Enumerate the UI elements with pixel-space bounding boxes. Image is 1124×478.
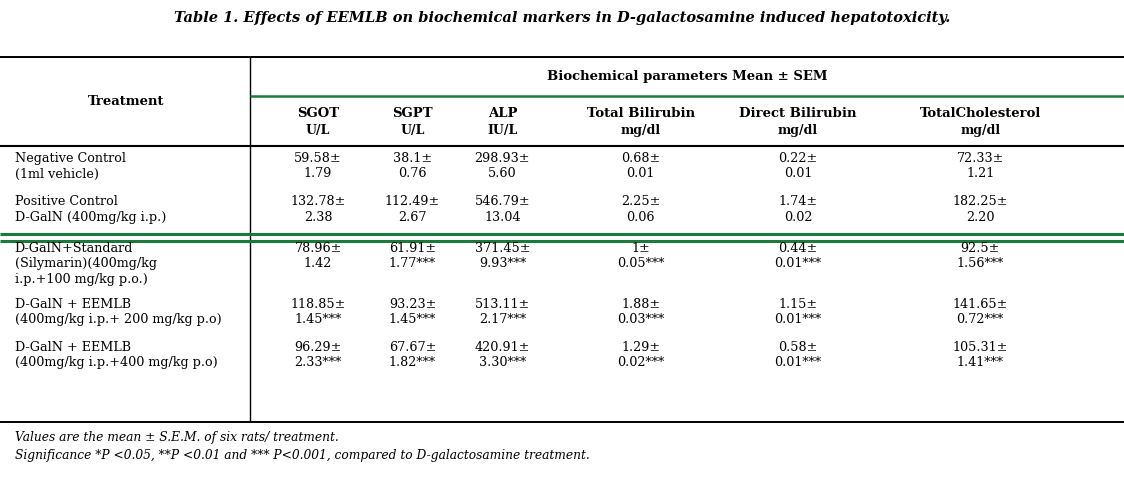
Text: 96.29±: 96.29± bbox=[294, 341, 342, 354]
Text: i.p.+100 mg/kg p.o.): i.p.+100 mg/kg p.o.) bbox=[15, 272, 147, 286]
Text: 0.44±: 0.44± bbox=[779, 242, 817, 255]
Text: 92.5±: 92.5± bbox=[960, 242, 1000, 255]
Text: 59.58±: 59.58± bbox=[294, 152, 342, 165]
Text: ALP: ALP bbox=[488, 107, 517, 120]
Text: 0.01***: 0.01*** bbox=[774, 313, 822, 326]
Text: (400mg/kg i.p.+400 mg/kg p.o): (400mg/kg i.p.+400 mg/kg p.o) bbox=[15, 356, 217, 369]
Text: Values are the mean ± S.E.M. of six rats/ treatment.: Values are the mean ± S.E.M. of six rats… bbox=[15, 431, 338, 444]
Text: 1.42: 1.42 bbox=[303, 257, 333, 271]
Text: 141.65±: 141.65± bbox=[952, 298, 1008, 311]
Text: D-GalN + EEMLB: D-GalN + EEMLB bbox=[15, 341, 130, 354]
Text: U/L: U/L bbox=[400, 124, 425, 138]
Text: IU/L: IU/L bbox=[488, 124, 517, 138]
Text: 1.82***: 1.82*** bbox=[389, 356, 436, 369]
Text: TotalCholesterol: TotalCholesterol bbox=[919, 107, 1041, 120]
Text: (400mg/kg i.p.+ 200 mg/kg p.o): (400mg/kg i.p.+ 200 mg/kg p.o) bbox=[15, 313, 221, 326]
Text: 112.49±: 112.49± bbox=[384, 195, 441, 208]
Text: 61.91±: 61.91± bbox=[389, 242, 436, 255]
Text: (Silymarin)(400mg/kg: (Silymarin)(400mg/kg bbox=[15, 257, 156, 271]
Text: 1.29±: 1.29± bbox=[622, 341, 660, 354]
Text: 5.60: 5.60 bbox=[488, 167, 517, 181]
Text: 1.45***: 1.45*** bbox=[389, 313, 436, 326]
Text: Biochemical parameters Mean ± SEM: Biochemical parameters Mean ± SEM bbox=[546, 70, 827, 83]
Text: 1.79: 1.79 bbox=[303, 167, 333, 181]
Text: 2.33***: 2.33*** bbox=[294, 356, 342, 369]
Text: 0.58±: 0.58± bbox=[778, 341, 818, 354]
Text: 0.01: 0.01 bbox=[626, 167, 655, 181]
Text: mg/dl: mg/dl bbox=[960, 124, 1000, 138]
Text: 298.93±: 298.93± bbox=[474, 152, 531, 165]
Text: 0.68±: 0.68± bbox=[622, 152, 660, 165]
Text: 67.67±: 67.67± bbox=[389, 341, 436, 354]
Text: Negative Control: Negative Control bbox=[15, 152, 126, 165]
Text: 1.41***: 1.41*** bbox=[957, 356, 1004, 369]
Text: 3.30***: 3.30*** bbox=[479, 356, 526, 369]
Text: mg/dl: mg/dl bbox=[778, 124, 818, 138]
Text: 105.31±: 105.31± bbox=[952, 341, 1008, 354]
Text: U/L: U/L bbox=[306, 124, 330, 138]
Text: 0.02: 0.02 bbox=[783, 210, 813, 224]
Text: D-GalN (400mg/kg i.p.): D-GalN (400mg/kg i.p.) bbox=[15, 210, 166, 224]
Text: Total Bilirubin: Total Bilirubin bbox=[587, 107, 695, 120]
Text: mg/dl: mg/dl bbox=[620, 124, 661, 138]
Text: 1.45***: 1.45*** bbox=[294, 313, 342, 326]
Text: 78.96±: 78.96± bbox=[294, 242, 342, 255]
Text: 132.78±: 132.78± bbox=[290, 195, 346, 208]
Text: 1.88±: 1.88± bbox=[622, 298, 660, 311]
Text: 2.38: 2.38 bbox=[303, 210, 333, 224]
Text: Significance *P <0.05, **P <0.01 and *** P<0.001, compared to D-galactosamine tr: Significance *P <0.05, **P <0.01 and ***… bbox=[15, 448, 589, 462]
Text: 0.02***: 0.02*** bbox=[617, 356, 664, 369]
Text: 546.79±: 546.79± bbox=[474, 195, 531, 208]
Text: 0.76: 0.76 bbox=[398, 167, 427, 181]
Text: 0.72***: 0.72*** bbox=[957, 313, 1004, 326]
Text: 2.20: 2.20 bbox=[966, 210, 995, 224]
Text: 0.03***: 0.03*** bbox=[617, 313, 664, 326]
Text: 420.91±: 420.91± bbox=[474, 341, 531, 354]
Text: SGOT: SGOT bbox=[297, 107, 339, 120]
Text: 2.25±: 2.25± bbox=[620, 195, 661, 208]
Text: Direct Bilirubin: Direct Bilirubin bbox=[740, 107, 856, 120]
Text: 1.21: 1.21 bbox=[966, 167, 995, 181]
Text: 1.74±: 1.74± bbox=[779, 195, 817, 208]
Text: 0.01: 0.01 bbox=[783, 167, 813, 181]
Text: Treatment: Treatment bbox=[88, 95, 164, 108]
Text: 38.1±: 38.1± bbox=[393, 152, 432, 165]
Text: 2.67: 2.67 bbox=[398, 210, 427, 224]
Text: D-GalN+Standard: D-GalN+Standard bbox=[15, 242, 133, 255]
Text: 1.15±: 1.15± bbox=[779, 298, 817, 311]
Text: 1±: 1± bbox=[632, 242, 650, 255]
Text: 1.56***: 1.56*** bbox=[957, 257, 1004, 271]
Text: 0.06: 0.06 bbox=[626, 210, 655, 224]
Text: D-GalN + EEMLB: D-GalN + EEMLB bbox=[15, 298, 130, 311]
Text: Table 1. Effects of EEMLB on biochemical markers in D-galactosamine induced hepa: Table 1. Effects of EEMLB on biochemical… bbox=[174, 11, 950, 25]
Text: 72.33±: 72.33± bbox=[957, 152, 1004, 165]
Text: 513.11±: 513.11± bbox=[474, 298, 531, 311]
Text: 118.85±: 118.85± bbox=[290, 298, 346, 311]
Text: 182.25±: 182.25± bbox=[952, 195, 1008, 208]
Text: 371.45±: 371.45± bbox=[474, 242, 531, 255]
Text: 0.22±: 0.22± bbox=[779, 152, 817, 165]
Text: 0.01***: 0.01*** bbox=[774, 257, 822, 271]
Text: Positive Control: Positive Control bbox=[15, 195, 118, 208]
Text: 13.04: 13.04 bbox=[484, 210, 520, 224]
Text: SGPT: SGPT bbox=[392, 107, 433, 120]
Text: 0.01***: 0.01*** bbox=[774, 356, 822, 369]
Text: 93.23±: 93.23± bbox=[389, 298, 436, 311]
Text: 9.93***: 9.93*** bbox=[479, 257, 526, 271]
Text: 2.17***: 2.17*** bbox=[479, 313, 526, 326]
Text: 1.77***: 1.77*** bbox=[389, 257, 436, 271]
Text: (1ml vehicle): (1ml vehicle) bbox=[15, 167, 99, 181]
Text: 0.05***: 0.05*** bbox=[617, 257, 664, 271]
